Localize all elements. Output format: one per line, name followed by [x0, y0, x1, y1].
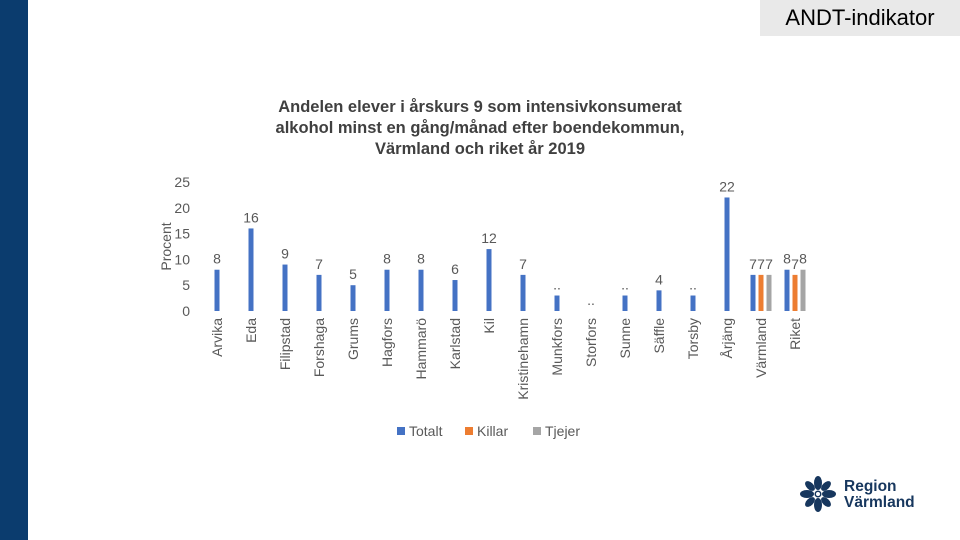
data-label: 7: [757, 256, 765, 272]
bar-tjejer: [800, 269, 806, 311]
legend-swatch-tjejer: [533, 427, 541, 435]
x-category-label: Eda: [243, 318, 259, 343]
x-category-label: Säffle: [651, 318, 667, 354]
data-label: 4: [655, 271, 663, 287]
header-tag: ANDT-indikator: [760, 0, 960, 36]
bar-tjejer: [766, 274, 772, 311]
chart-title: Andelen elever i årskurs 9 som intensivk…: [230, 97, 730, 160]
bar-totalt: [622, 295, 628, 311]
x-category-label: Torsby: [685, 318, 701, 359]
data-label: 7: [765, 256, 773, 272]
legend-swatch-killar: [465, 427, 473, 435]
data-label: 7: [791, 256, 799, 272]
bar-totalt: [784, 269, 790, 311]
data-label: 22: [719, 178, 735, 194]
y-tick-label: 5: [182, 277, 190, 293]
y-tick-label: 25: [174, 174, 190, 190]
sidebar-stripe: [0, 0, 28, 540]
bar-totalt: [690, 295, 696, 311]
chart-title-line-3: Värmland och riket år 2019: [374, 140, 586, 158]
x-category-label: Forshaga: [311, 318, 327, 377]
chart-title-line-1: Andelen elever i årskurs 9 som intensivk…: [278, 98, 682, 116]
bar-totalt: [282, 264, 288, 311]
y-axis-title: Procent: [158, 222, 174, 270]
data-label: 7: [315, 256, 323, 272]
bar-totalt: [248, 228, 254, 311]
data-label: 6: [451, 261, 459, 277]
data-label: 9: [281, 246, 289, 262]
data-label: 8: [783, 251, 791, 267]
bar-totalt: [350, 285, 356, 311]
x-category-label: Riket: [787, 318, 803, 350]
x-category-label: Kil: [481, 318, 497, 334]
data-label: 7: [749, 256, 757, 272]
bar-killar: [792, 274, 798, 311]
region-logo: Region Värmland: [798, 474, 938, 518]
data-label: 8: [213, 251, 221, 267]
bar-totalt: [750, 274, 756, 311]
x-category-label: Kristinehamn: [515, 318, 531, 400]
bar-totalt: [486, 249, 492, 311]
y-tick-label: 20: [174, 200, 190, 216]
data-label: 16: [243, 209, 259, 225]
bar-totalt: [554, 295, 560, 311]
x-category-label: Storfors: [583, 318, 599, 367]
bar-totalt: [384, 269, 390, 311]
bar-totalt: [656, 290, 662, 311]
x-category-label: Arvika: [209, 318, 225, 357]
data-label: 7: [519, 256, 527, 272]
bar-totalt: [724, 197, 730, 311]
x-category-label: Hammarö: [413, 318, 429, 380]
data-label: ..: [553, 277, 561, 293]
x-category-label: Årjäng: [719, 318, 735, 358]
bar-killar: [758, 274, 764, 311]
x-category-label: Grums: [345, 318, 361, 360]
data-label: ..: [621, 277, 629, 293]
bar-totalt: [520, 274, 526, 311]
chart-title-line-2: alkohol minst en gång/månad efter boende…: [275, 119, 685, 137]
data-label: 12: [481, 230, 497, 246]
x-category-label: Filipstad: [277, 318, 293, 370]
data-label: 5: [349, 266, 357, 282]
bar-totalt: [214, 269, 220, 311]
x-category-label: Hagfors: [379, 318, 395, 367]
data-label: 8: [383, 251, 391, 267]
data-label: 8: [417, 251, 425, 267]
snowflake-logo-icon: [800, 476, 836, 512]
legend-swatch-totalt: [397, 427, 405, 435]
bar-totalt: [316, 274, 322, 311]
y-tick-label: 10: [174, 251, 190, 267]
legend-label-killar: Killar: [477, 423, 508, 439]
bar-totalt: [452, 280, 458, 311]
data-label: ..: [587, 292, 595, 308]
logo-text: Region Värmland: [844, 479, 915, 511]
data-label: ..: [689, 277, 697, 293]
data-label: 8: [799, 251, 807, 267]
logo-line-1: Region: [844, 478, 897, 495]
x-category-label: Karlstad: [447, 318, 463, 369]
y-tick-label: 0: [182, 303, 190, 319]
y-tick-label: 15: [174, 226, 190, 242]
logo-line-2: Värmland: [844, 494, 915, 511]
x-category-label: Munkfors: [549, 318, 565, 376]
bar-totalt: [418, 269, 424, 311]
legend-label-totalt: Totalt: [409, 423, 443, 439]
x-category-label: Sunne: [617, 318, 633, 359]
x-category-label: Värmland: [753, 318, 769, 378]
legend-label-tjejer: Tjejer: [545, 423, 580, 439]
